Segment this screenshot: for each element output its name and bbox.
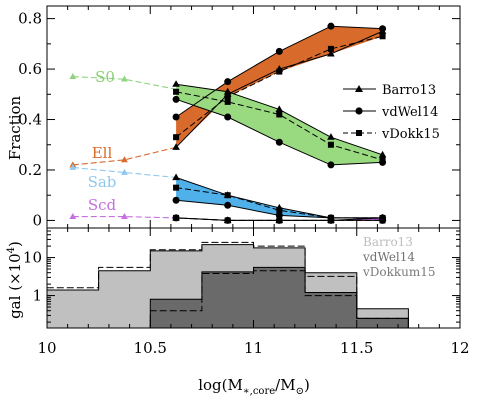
bottom-legend-vdwel14: vdWel14 [362, 250, 415, 264]
histogram-panel: 1 10 10 10.5 11 11.5 12 Barro13vdWel14vDokkum1… [6, 227, 470, 397]
xlabel-mid: /M [275, 376, 295, 394]
top-ytick-label: 0.4 [18, 111, 42, 129]
xlabel-main: log(M [198, 376, 243, 394]
marker-sab-vdwel14-0 [172, 196, 180, 204]
histogram-bars [46, 241, 409, 329]
marker-s0-vdokk15-0 [173, 88, 180, 95]
line-s0-vdokk15 [176, 91, 383, 161]
low-mass-trends [69, 73, 177, 220]
fraction-panel: Ell S0 Sab Scd 0 0.2 0.4 0.6 0.8 Barro13 vdWel14… [6, 5, 461, 229]
label-sab: Sab [88, 173, 117, 191]
marker-s0-vdokk15-2 [276, 111, 283, 118]
band-ell [176, 26, 383, 148]
trend-marker-sab-0 [69, 163, 77, 170]
trend-marker-scd-1 [121, 213, 128, 220]
marker-ell-vdokk15-4 [379, 33, 386, 40]
marker-ell-barro13-3 [327, 49, 335, 57]
label-scd: Scd [88, 196, 117, 214]
bottom-ylabel-close: ) [6, 241, 24, 247]
trend-marker-s0-0 [69, 73, 77, 80]
xlabel-sub: ∗,core [243, 386, 275, 397]
xtick-label: 12 [450, 339, 469, 357]
survey-markers [172, 22, 387, 224]
label-s0: S0 [95, 68, 115, 86]
bottom-legend-vdokkum15: vDokkum15 [362, 265, 436, 279]
trend-marker-scd-0 [69, 213, 77, 220]
legend-label-vdokk15: vDokk15 [381, 127, 440, 142]
bottom-ytick-label: 10 [23, 249, 42, 267]
marker-s0-vdwel14-1 [224, 113, 232, 121]
marker-s0-vdokk15-1 [224, 98, 231, 105]
legend-marker-triangle [355, 85, 363, 92]
xtick-label: 10 [37, 339, 56, 357]
legend-marker-circle [355, 107, 363, 115]
marker-scd-vdokk15-3 [327, 217, 334, 224]
top-ytick-label: 0 [32, 211, 42, 229]
marker-ell-barro13-0 [172, 143, 180, 150]
marker-ell-vdwel14-2 [275, 47, 283, 55]
marker-scd-vdokk15-2 [276, 217, 283, 224]
trend-sab [72, 166, 177, 179]
hist-fill-vdwel14 [47, 267, 409, 328]
marker-ell-vdokk15-3 [327, 45, 334, 52]
marker-s0-barro13-1 [223, 87, 232, 95]
band-fills [176, 26, 383, 221]
marker-scd-vdokk15-4 [379, 217, 386, 224]
marker-ell-vdokk15-0 [173, 134, 180, 141]
marker-ell-vdokk15-2 [276, 68, 283, 75]
marker-s0-barro13-3 [327, 133, 335, 140]
marker-ell-vdwel14-0 [172, 113, 180, 121]
trend-marker-ell-1 [121, 156, 128, 163]
top-legend: Barro13 vdWel14 vDokk15 [343, 83, 440, 142]
label-ell: Ell [92, 144, 113, 162]
xtick-label: 10.5 [134, 339, 167, 357]
top-ytick-label: 0.2 [18, 161, 42, 179]
xtick-label: 11 [244, 339, 263, 357]
trend-s0 [72, 76, 177, 90]
top-ytick-label: 0.6 [18, 60, 42, 78]
marker-sab-vdokk15-0 [173, 184, 180, 191]
top-ylabel: Fraction [6, 95, 24, 160]
bottom-axes: 1 10 10 10.5 11 11.5 12 [23, 227, 470, 357]
marker-s0-barro13-4 [378, 150, 387, 158]
marker-s0-vdwel14-0 [172, 95, 180, 103]
marker-ell-vdwel14-4 [379, 25, 387, 33]
trend-marker-s0-1 [121, 75, 128, 82]
bottom-ylabel: gal (×104) [6, 241, 24, 319]
bottom-ylabel-main: gal (×10 [6, 253, 24, 319]
marker-sab-vdwel14-2 [275, 211, 283, 219]
bottom-ylabel-sup: 4 [6, 247, 17, 253]
marker-s0-vdokk15-4 [379, 156, 386, 163]
marker-sab-vdwel14-1 [224, 201, 232, 209]
bottom-ytick-label: 1 [32, 287, 42, 305]
marker-scd-vdokk15-1 [224, 217, 231, 224]
legend-label-vdwel14: vdWel14 [381, 105, 438, 120]
marker-sab-vdokk15-2 [276, 207, 283, 214]
xtick-label: 11.5 [340, 339, 373, 357]
xlabel: log(M∗,core/M⊙) [198, 376, 310, 397]
marker-sab-barro13-0 [172, 173, 180, 181]
marker-ell-vdwel14-1 [224, 78, 232, 86]
top-ytick-label: 0.8 [18, 10, 42, 28]
marker-sab-vdokk15-1 [224, 192, 231, 199]
marker-ell-vdwel14-3 [327, 22, 335, 30]
marker-s0-vdwel14-3 [327, 161, 335, 169]
marker-ell-vdokk15-1 [224, 93, 231, 100]
line-sab-vdokk15 [176, 187, 383, 219]
legend-marker-square [356, 130, 362, 136]
marker-scd-vdokk15-0 [173, 214, 180, 221]
trend-scd [72, 216, 177, 219]
trend-marker-sab-1 [121, 168, 128, 175]
marker-s0-vdwel14-2 [275, 138, 283, 146]
marker-s0-barro13-2 [275, 105, 284, 113]
xlabel-close: ) [304, 376, 310, 394]
xlabel-sub2: ⊙ [296, 386, 304, 397]
legend-label-barro13: Barro13 [382, 83, 436, 98]
marker-s0-vdokk15-3 [327, 141, 334, 148]
bottom-legend-barro13: Barro13 [363, 235, 413, 249]
morphology-labels: Ell S0 Sab Scd [88, 68, 117, 214]
marker-s0-barro13-0 [172, 80, 180, 87]
